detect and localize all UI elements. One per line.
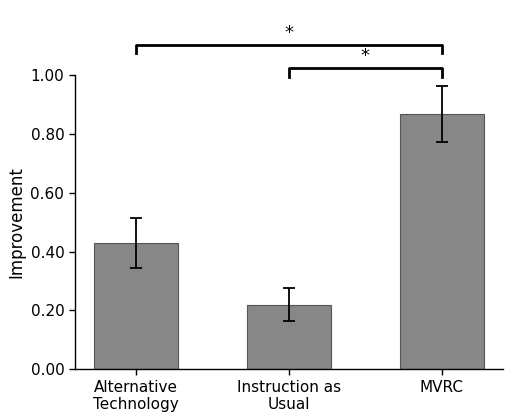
Text: *: * xyxy=(284,23,293,41)
Bar xyxy=(94,243,178,369)
Y-axis label: Improvement: Improvement xyxy=(7,166,25,278)
Bar xyxy=(399,114,483,369)
Bar xyxy=(246,305,330,369)
Text: *: * xyxy=(360,47,369,65)
